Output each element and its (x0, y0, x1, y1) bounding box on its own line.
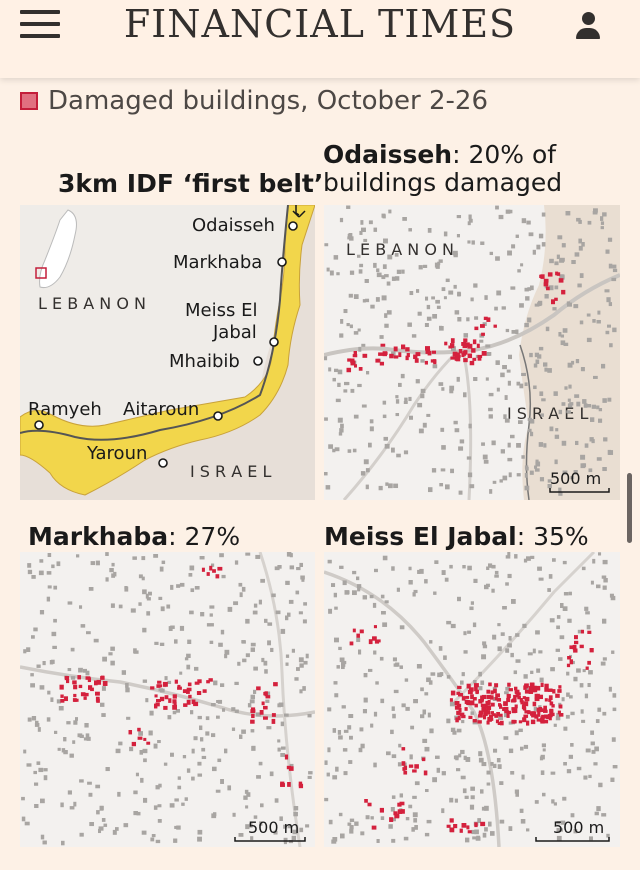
village-markhaba: Markhaba (173, 252, 262, 273)
odaisseh-title: Odaisseh: 20% of (323, 141, 556, 169)
overview-map: L E B A N O N I S R A E L Odaisseh Markh… (20, 205, 315, 500)
user-account-icon[interactable] (574, 12, 602, 42)
overview-israel-label: I S R A E L (190, 462, 271, 481)
map-legend: Damaged buildings, October 2-26 (20, 86, 488, 116)
svg-text:500 m: 500 m (248, 818, 299, 837)
odaisseh-name: Odaisseh (323, 140, 453, 169)
markhaba-title: Markhaba: 27% (28, 523, 240, 551)
markhaba-map-svg: 500 m (20, 552, 315, 847)
site-header: FINANCIAL TIMES (0, 0, 640, 78)
inset-locator-icon (35, 267, 47, 279)
village-mhaibib: Mhaibib (169, 351, 240, 372)
arrow-down-icon (292, 210, 306, 218)
ft-logo[interactable]: FINANCIAL TIMES (123, 2, 517, 46)
lebanon-inset (35, 209, 77, 288)
scrollbar-thumb[interactable] (627, 473, 632, 543)
meiss-scale-bar: 500 m (535, 818, 610, 842)
markhaba-scale-bar: 500 m (234, 818, 306, 842)
markhaba-map: 500 m (20, 552, 315, 847)
markhaba-name: Markhaba (28, 522, 169, 551)
markhaba-stat: : 27% (168, 522, 241, 551)
meiss-title: Meiss El Jabal: 35% (324, 523, 589, 551)
svg-text:500 m: 500 m (550, 469, 601, 488)
village-aitaroun: Aitaroun (123, 399, 199, 420)
village-meiss-1: Meiss El (185, 300, 257, 321)
odaisseh-lebanon-label: L E B A N O N (346, 240, 454, 259)
odaisseh-buildings (324, 205, 618, 496)
odaisseh-israel-label: I S R A E L (507, 404, 588, 423)
markhaba-buildings (21, 552, 313, 846)
odaisseh-map-svg: L E B A N O N I S R A E L 500 m (324, 205, 620, 500)
village-odaisseh: Odaisseh (192, 215, 275, 236)
village-meiss-2: Jabal (212, 322, 257, 343)
legend-label: Damaged buildings, October 2-26 (48, 86, 489, 116)
meiss-buildings (324, 552, 618, 844)
menu-icon[interactable] (20, 10, 60, 40)
meiss-map-svg: 500 m (324, 552, 620, 847)
damaged-swatch-icon (20, 92, 38, 110)
odaisseh-scale-bar: 500 m (549, 469, 610, 493)
overview-lebanon-label: L E B A N O N (38, 294, 146, 313)
meiss-map: 500 m (324, 552, 620, 847)
meiss-stat: : 35% (516, 522, 589, 551)
overview-map-svg: L E B A N O N I S R A E L Odaisseh Markh… (20, 205, 315, 500)
odaisseh-subtitle: buildings damaged (323, 168, 563, 197)
belt-title: 3km IDF ‘first belt’ (58, 169, 324, 198)
odaisseh-map: L E B A N O N I S R A E L 500 m (324, 205, 620, 500)
meiss-name: Meiss El Jabal (324, 522, 517, 551)
village-ramyeh: Ramyeh (28, 399, 102, 420)
odaisseh-stat: : 20% of (452, 140, 557, 169)
village-yaroun: Yaroun (86, 443, 147, 464)
svg-text:500 m: 500 m (553, 818, 604, 837)
